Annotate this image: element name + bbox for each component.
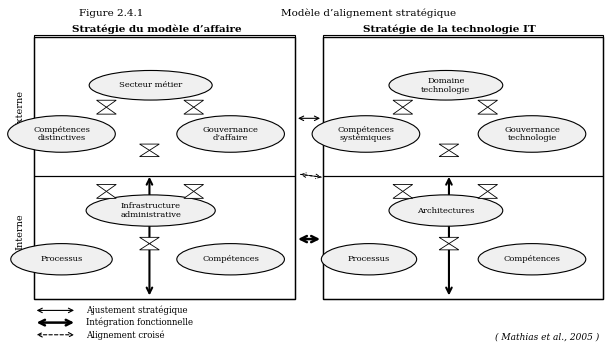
Polygon shape	[478, 191, 498, 198]
Ellipse shape	[389, 195, 503, 226]
Ellipse shape	[86, 195, 215, 226]
Text: Intégration fonctionnelle: Intégration fonctionnelle	[86, 318, 193, 327]
Text: Interne: Interne	[15, 213, 24, 250]
Bar	[34, 37, 295, 299]
Ellipse shape	[177, 116, 284, 152]
Ellipse shape	[389, 70, 503, 100]
Text: Alignement croisé: Alignement croisé	[86, 330, 165, 340]
Polygon shape	[184, 100, 204, 107]
Text: Stratégie du modèle d’affaire: Stratégie du modèle d’affaire	[72, 25, 242, 34]
Text: Gouvernance
d’affaire: Gouvernance d’affaire	[203, 126, 258, 142]
Bar	[34, 35, 295, 176]
Polygon shape	[97, 184, 116, 191]
Ellipse shape	[7, 116, 116, 152]
Ellipse shape	[478, 244, 585, 275]
Polygon shape	[439, 237, 459, 244]
Text: Modèle d’alignement stratégique: Modèle d’alignement stratégique	[282, 9, 456, 18]
Bar	[323, 35, 603, 176]
Bar	[323, 176, 603, 299]
Polygon shape	[478, 100, 498, 107]
Text: Architectures: Architectures	[417, 207, 475, 214]
Polygon shape	[478, 107, 498, 114]
Text: Externe: Externe	[15, 90, 24, 129]
Bar	[323, 37, 603, 299]
Text: Figure 2.4.1: Figure 2.4.1	[79, 9, 143, 18]
Polygon shape	[140, 237, 159, 244]
Ellipse shape	[177, 244, 284, 275]
Polygon shape	[97, 100, 116, 107]
Polygon shape	[393, 191, 413, 198]
Text: Compétences
systémiques: Compétences systémiques	[338, 126, 394, 142]
Polygon shape	[439, 244, 459, 250]
Polygon shape	[439, 150, 459, 157]
Text: Secteur métier: Secteur métier	[119, 81, 182, 89]
Polygon shape	[393, 107, 413, 114]
Text: Stratégie de la technologie IT: Stratégie de la technologie IT	[363, 25, 535, 34]
Polygon shape	[97, 191, 116, 198]
Polygon shape	[140, 150, 159, 157]
Ellipse shape	[312, 116, 419, 152]
Ellipse shape	[10, 244, 113, 275]
Polygon shape	[478, 184, 498, 191]
Ellipse shape	[321, 244, 417, 275]
Polygon shape	[393, 100, 413, 107]
Polygon shape	[184, 107, 204, 114]
Text: Processus: Processus	[41, 255, 82, 263]
Polygon shape	[140, 144, 159, 150]
Polygon shape	[393, 184, 413, 191]
Polygon shape	[97, 107, 116, 114]
Text: Compétences: Compétences	[504, 255, 560, 263]
Text: Domaine
technologie: Domaine technologie	[421, 77, 470, 94]
Text: Compétences: Compétences	[202, 255, 259, 263]
Polygon shape	[184, 191, 204, 198]
Polygon shape	[439, 144, 459, 150]
Text: Gouvernance
technologie: Gouvernance technologie	[504, 126, 560, 142]
Text: Ajustement stratégique: Ajustement stratégique	[86, 306, 188, 315]
Ellipse shape	[478, 116, 585, 152]
Text: Compétences
distinctives: Compétences distinctives	[33, 126, 90, 142]
Text: Infrastructure
administrative: Infrastructure administrative	[121, 202, 181, 219]
Polygon shape	[184, 184, 204, 191]
Text: Processus: Processus	[348, 255, 390, 263]
Polygon shape	[140, 244, 159, 250]
Bar	[34, 176, 295, 299]
Ellipse shape	[89, 70, 212, 100]
Text: ( Mathias et al., 2005 ): ( Mathias et al., 2005 )	[495, 333, 600, 342]
